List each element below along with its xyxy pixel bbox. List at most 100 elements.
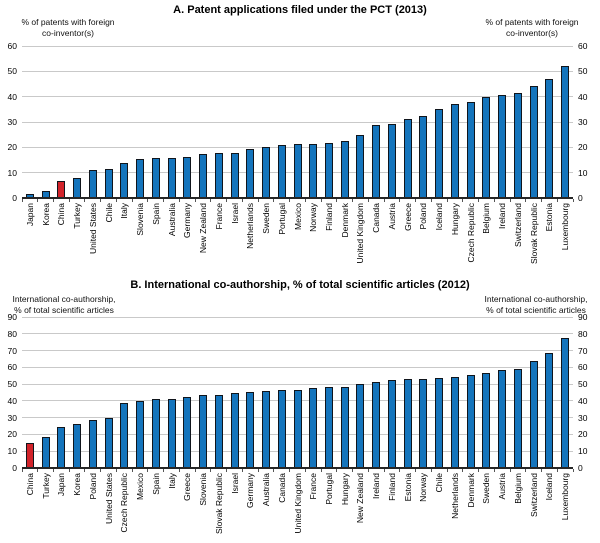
x-tick-label: Japan <box>56 473 67 497</box>
bar-estonia <box>403 379 412 468</box>
y-tick-label: 20 <box>578 429 588 440</box>
bar-slovenia <box>136 159 145 198</box>
axis-tick-mark <box>462 199 464 202</box>
bar-norway <box>309 143 318 198</box>
axis-tick-mark <box>478 469 480 472</box>
axis-tick-mark <box>21 469 23 472</box>
axis-tick-mark <box>367 469 369 472</box>
y-tick-label: 30 <box>578 412 588 423</box>
x-tick-label: Estonia <box>402 473 413 502</box>
bar-germany <box>246 391 255 468</box>
y-axis-unit-label-left: % of patents with foreign co-inventor(s) <box>8 17 128 39</box>
bar-portugal <box>277 144 286 198</box>
axis-tick-mark <box>415 199 417 202</box>
x-tick-label: Poland <box>87 473 98 500</box>
bar-united-kingdom <box>293 390 302 468</box>
bar-czech-republic <box>466 102 475 198</box>
x-tick-label: Italy <box>166 473 177 489</box>
bar-finland <box>324 142 333 198</box>
x-tick-label: Korea <box>72 473 83 496</box>
axis-tick-mark <box>446 199 448 202</box>
x-tick-label: Germany <box>182 203 193 238</box>
bar-norway <box>419 378 428 468</box>
x-tick-label: Austria <box>497 473 508 500</box>
x-tick-label: Luxembourg <box>560 473 571 521</box>
axis-tick-mark <box>273 469 275 472</box>
axis-tick-mark <box>304 469 306 472</box>
bar-japan <box>57 426 66 468</box>
axis-tick-mark <box>194 199 196 202</box>
x-tick-label: Slovenia <box>198 473 209 506</box>
x-tick-label: Germany <box>245 473 256 508</box>
bar-china <box>57 181 66 198</box>
y-tick-label: 10 <box>578 167 588 178</box>
unit-label-line-1: % of patents with foreign <box>21 17 115 27</box>
axis-tick-mark <box>100 469 102 472</box>
gridline <box>22 383 573 385</box>
x-tick-label: Slovenia <box>135 203 146 236</box>
x-tick-label: Belgium <box>481 203 492 234</box>
axis-tick-mark <box>84 199 86 202</box>
bar-canada <box>277 390 286 468</box>
bar-france <box>309 387 318 468</box>
x-tick-label: China <box>24 473 35 496</box>
unit-label-line-2: co-inventor(s) <box>506 28 558 38</box>
y-tick-label: 50 <box>578 66 588 77</box>
panel-a-title: A. Patent applications filed under the P… <box>173 4 427 16</box>
bar-denmark <box>466 375 475 468</box>
bar-poland <box>419 115 428 198</box>
x-tick-label: Slovak Republic <box>528 203 539 264</box>
x-tick-label: Chile <box>103 203 114 223</box>
axis-tick-mark <box>210 199 212 202</box>
plot-area-b: 0 0 10 10 20 20 30 30 40 40 50 50 60 60 70 70 80 80 90 90 Ch… <box>8 312 588 534</box>
x-tick-label: Netherlands <box>449 473 460 519</box>
axis-tick-mark <box>320 199 322 202</box>
x-tick-label: Switzerland <box>528 473 539 517</box>
x-tick-label: Sweden <box>261 203 271 234</box>
axis-tick-mark <box>147 469 149 472</box>
gridline <box>22 96 573 98</box>
y-tick-label: 0 <box>12 193 17 203</box>
bar-turkey <box>41 436 50 468</box>
axis-tick-mark <box>462 469 464 472</box>
panel-b-title: B. International co-authorship, % of tot… <box>130 279 470 291</box>
y-tick-label: 90 <box>7 312 17 322</box>
x-tick-label: Turkey <box>40 473 51 499</box>
bar-slovenia <box>199 394 208 468</box>
x-tick-label: Spain <box>150 473 161 495</box>
axis-tick-mark <box>509 469 511 472</box>
axis-tick-mark <box>68 469 70 472</box>
bar-austria <box>498 370 507 468</box>
axis-tick-mark <box>21 199 23 202</box>
panel-a-pct-patents: A. Patent applications filed under the P… <box>7 4 588 264</box>
y-tick-label: 70 <box>7 345 17 356</box>
bar-italy <box>167 398 176 468</box>
x-tick-label: Israel <box>229 203 240 224</box>
axis-tick-mark <box>210 469 212 472</box>
x-tick-label: United States <box>103 473 114 525</box>
axis-tick-mark <box>178 199 180 202</box>
x-tick-label: Finland <box>386 473 397 501</box>
axis-tick-mark <box>257 469 259 472</box>
axis-tick-mark <box>178 469 180 472</box>
bar-united-states <box>104 417 113 468</box>
x-tick-label: United Kingdom <box>292 473 303 534</box>
y-tick-label: 20 <box>7 429 17 440</box>
axis-tick-mark <box>37 199 39 202</box>
bar-france <box>214 152 223 198</box>
axis-tick-mark <box>352 199 354 202</box>
bar-switzerland <box>513 93 522 198</box>
x-tick-label: Chile <box>434 473 445 493</box>
axis-tick-mark <box>131 469 133 472</box>
axis-tick-mark <box>541 469 542 472</box>
x-tick-label: Luxembourg <box>560 203 571 251</box>
bar-hungary <box>340 387 349 468</box>
x-tick-label: Austria <box>386 203 397 230</box>
axis-tick-mark <box>241 469 243 472</box>
axis-tick-mark <box>289 469 291 472</box>
axis-tick-mark <box>556 469 558 472</box>
y-tick-label: 10 <box>7 167 17 178</box>
axis-tick-mark <box>131 199 133 202</box>
y-tick-label: 40 <box>578 395 588 406</box>
gridline <box>22 45 573 47</box>
